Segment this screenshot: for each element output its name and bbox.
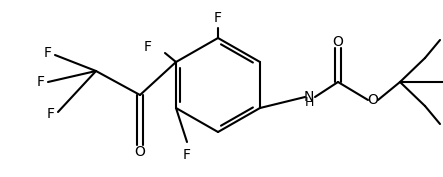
Text: F: F: [47, 107, 55, 121]
Text: F: F: [144, 40, 152, 54]
Text: O: O: [368, 93, 378, 107]
Text: F: F: [183, 148, 191, 162]
Text: F: F: [37, 75, 45, 89]
Text: O: O: [135, 145, 145, 159]
Text: F: F: [214, 11, 222, 25]
Text: N: N: [304, 90, 314, 104]
Text: H: H: [304, 96, 314, 110]
Text: O: O: [333, 35, 343, 49]
Text: F: F: [44, 46, 52, 60]
